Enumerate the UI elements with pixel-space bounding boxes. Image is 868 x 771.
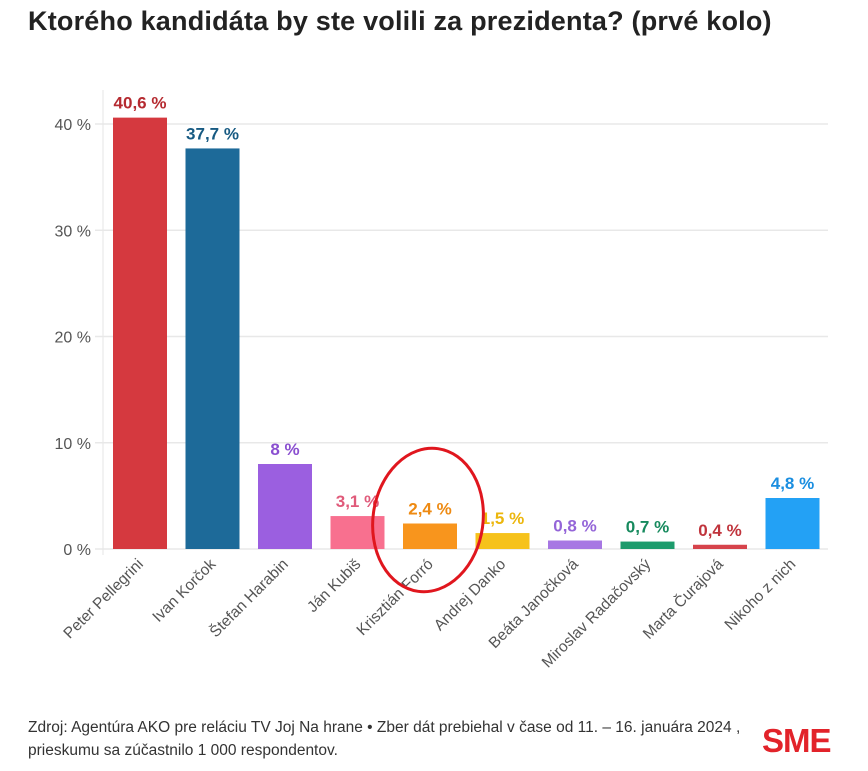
data-label: 3,1 % xyxy=(336,492,379,511)
x-tick-label: Ján Kubiš xyxy=(304,556,364,616)
y-tick-label: 20 % xyxy=(55,330,91,347)
data-label: 8 % xyxy=(270,440,299,459)
x-tick-label: Nikoho z nich xyxy=(722,556,800,634)
bar xyxy=(693,544,747,549)
bar xyxy=(548,540,602,549)
data-label: 40,6 % xyxy=(114,94,167,113)
data-label: 0,4 % xyxy=(698,521,741,540)
bar xyxy=(765,498,820,549)
x-tick-label: Peter Pellegrini xyxy=(60,556,146,642)
y-tick-label: 0 % xyxy=(63,542,91,559)
x-tick-label: Ivan Korčok xyxy=(149,556,219,626)
x-tick-label: Krisztián Forró xyxy=(354,556,437,639)
chart-title: Ktorého kandidáta by ste volili za prezi… xyxy=(28,6,772,36)
bar-chart: 0 % 10 % 20 % 30 % 40 % 40,6 % Peter Pellegrin… xyxy=(55,90,828,671)
data-label: 4,8 % xyxy=(771,474,814,493)
x-tick-label: Štefan Harabin xyxy=(207,556,292,641)
source-note: Zdroj: Agentúra AKO pre reláciu TV Joj N… xyxy=(28,719,741,759)
bar xyxy=(475,533,530,549)
bar xyxy=(330,516,385,549)
data-label: 37,7 % xyxy=(186,124,239,143)
data-label: 0,7 % xyxy=(626,518,669,537)
data-label: 0,8 % xyxy=(553,517,596,536)
annotation-ellipse xyxy=(371,446,485,594)
y-tick-label: 30 % xyxy=(55,223,91,240)
bar xyxy=(185,148,240,549)
bar xyxy=(258,464,312,549)
data-label: 1,5 % xyxy=(481,509,524,528)
data-label: 2,4 % xyxy=(408,500,451,519)
bar xyxy=(403,523,457,549)
x-tick-label: Andrej Danko xyxy=(431,556,509,634)
sme-logo: SME xyxy=(762,722,832,759)
bar xyxy=(113,117,167,549)
y-tick-label: 40 % xyxy=(55,117,91,134)
y-tick-label: 10 % xyxy=(55,436,91,453)
bar xyxy=(620,541,675,549)
